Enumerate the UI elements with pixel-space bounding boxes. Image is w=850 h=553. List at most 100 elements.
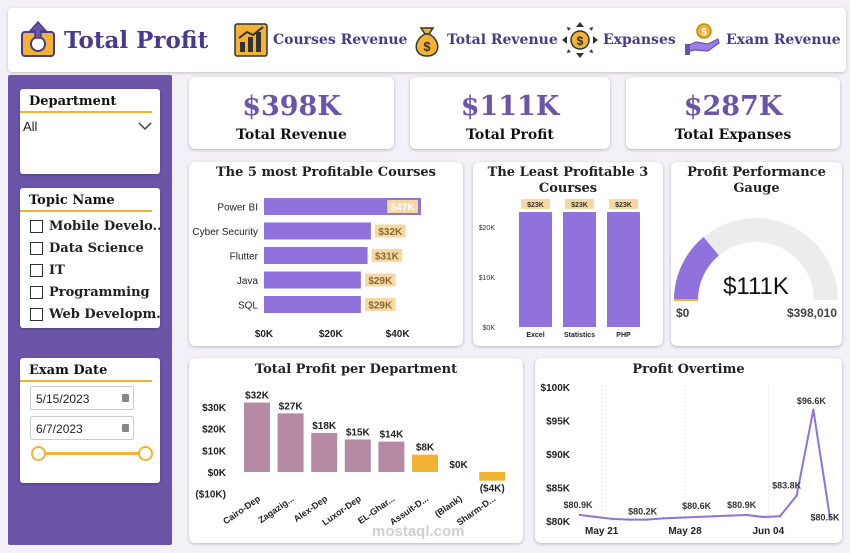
nav-exam-revenue[interactable]: $ Exam Revenue bbox=[684, 20, 841, 60]
y-tick-label: $95K bbox=[546, 417, 571, 428]
data-label: $29K bbox=[368, 276, 393, 287]
y-tick-label: $0K bbox=[483, 325, 496, 332]
y-tick-label: $85K bbox=[546, 484, 571, 495]
bar bbox=[277, 413, 304, 472]
data-label-bg bbox=[521, 199, 550, 209]
profit-gauge-card: Profit Performance Gauge $111K $0 $398,010 bbox=[671, 162, 842, 346]
chart-title: Total Profit per Department bbox=[254, 362, 458, 377]
dollar-upload-icon bbox=[21, 20, 55, 57]
y-tick-label: $10K bbox=[202, 446, 227, 457]
data-point bbox=[628, 518, 632, 521]
checkbox[interactable] bbox=[30, 219, 43, 233]
data-point bbox=[578, 513, 582, 517]
data-label: $80.6K bbox=[682, 501, 712, 511]
exam-date-slicer-title: Exam Date bbox=[20, 358, 152, 382]
bar bbox=[311, 432, 338, 472]
calendar-icon[interactable] bbox=[122, 424, 129, 432]
y-tick-label: $20K bbox=[479, 225, 496, 232]
start-date-value: 5/15/2023 bbox=[36, 392, 90, 406]
department-selected-value: All bbox=[23, 119, 38, 134]
nav-expanses[interactable]: $ Expanses bbox=[561, 20, 676, 60]
data-point bbox=[678, 516, 682, 519]
chart-title: Profit Overtime bbox=[632, 362, 745, 377]
category-label: Cairo-Dep bbox=[221, 493, 262, 526]
nav-expanses-label: Expanses bbox=[603, 32, 676, 48]
topic-option-label: Web Developm... bbox=[49, 306, 160, 322]
least-courses-chart: $0K $10K $20K $23K Excel $23K Statistics $23K PH… bbox=[479, 199, 640, 339]
y-tick-label: $0K bbox=[208, 468, 227, 479]
money-bag-icon: $ bbox=[415, 27, 439, 57]
data-label-bg bbox=[371, 249, 403, 262]
kpi-total-expanses: $287K Total Expanses bbox=[626, 77, 840, 149]
nav-total-revenue[interactable]: $ Total Revenue bbox=[411, 20, 558, 60]
kpi-value: $111K bbox=[460, 91, 560, 122]
kpi-value: $398K bbox=[242, 91, 341, 122]
header-bar: Total Profit Courses Revenue $ Total Rev… bbox=[8, 8, 846, 72]
nav-total-revenue-label: Total Revenue bbox=[447, 32, 558, 48]
data-point bbox=[728, 514, 732, 517]
data-point bbox=[695, 515, 698, 519]
topic-option-data-science[interactable]: Data Science bbox=[20, 237, 160, 259]
category-label: Zagazig... bbox=[256, 493, 295, 525]
chart-title: The Least Profitable 3 Courses bbox=[487, 165, 649, 196]
calendar-icon[interactable] bbox=[122, 394, 129, 402]
data-point bbox=[745, 513, 748, 517]
chart-title: Profit Performance Gauge bbox=[687, 165, 826, 196]
data-label: $23K bbox=[527, 202, 544, 209]
kpi-total-revenue: $398K Total Revenue bbox=[189, 77, 394, 149]
data-label: $18K bbox=[312, 421, 337, 432]
checkbox[interactable] bbox=[30, 307, 43, 321]
data-label: ($4K) bbox=[480, 484, 505, 495]
data-point bbox=[795, 494, 798, 497]
department-profit-chart: ($10K) $0K $10K $20K $30K $32K Cairo-Dep $27K Za… bbox=[195, 391, 506, 527]
svg-text:$: $ bbox=[423, 39, 431, 54]
date-slider-handle-start[interactable] bbox=[31, 446, 46, 461]
category-label: Power BI bbox=[217, 203, 258, 214]
profit-overtime-chart-card: Profit Overtime $80K $85K $90K $95K $100K May… bbox=[535, 358, 842, 543]
y-tick-label: $80K bbox=[546, 517, 571, 528]
topic-option-programming[interactable]: Programming bbox=[20, 281, 160, 303]
category-label: Excel bbox=[526, 332, 544, 339]
bar bbox=[264, 222, 371, 240]
hand-coins-icon: $ bbox=[685, 23, 720, 55]
end-date-input[interactable]: 6/7/2023 bbox=[30, 416, 134, 440]
data-point bbox=[762, 515, 765, 519]
topic-option-it[interactable]: IT bbox=[20, 259, 160, 281]
date-slider-handle-end[interactable] bbox=[138, 446, 153, 461]
app-title-block: Total Profit bbox=[18, 20, 208, 60]
data-label: $80.9K bbox=[563, 500, 593, 510]
x-tick-label: Jun 04 bbox=[752, 526, 784, 537]
checkbox[interactable] bbox=[30, 241, 43, 255]
data-point bbox=[812, 408, 815, 411]
bar bbox=[264, 198, 421, 215]
data-label: $14K bbox=[379, 430, 404, 441]
checkbox[interactable] bbox=[30, 285, 43, 299]
nav-courses-revenue-label: Courses Revenue bbox=[273, 32, 408, 48]
start-date-input[interactable]: 5/15/2023 bbox=[30, 386, 134, 410]
y-tick-label: $100K bbox=[541, 383, 571, 394]
data-label: $31K bbox=[375, 252, 400, 263]
top-courses-chart-card: The 5 most Profitable Courses Power BI $4… bbox=[189, 162, 463, 346]
data-point bbox=[778, 515, 782, 518]
y-tick-label: $10K bbox=[479, 275, 496, 282]
data-label-bg bbox=[364, 298, 396, 311]
x-tick-label: $20K bbox=[319, 329, 344, 340]
data-point bbox=[828, 516, 832, 519]
checkbox[interactable] bbox=[30, 263, 43, 277]
nav-exam-revenue-label: Exam Revenue bbox=[726, 32, 841, 48]
profit-overtime-chart: $80K $85K $90K $95K $100K May 21 May 28 Jun 04 $… bbox=[541, 383, 840, 537]
department-dropdown[interactable]: All bbox=[20, 116, 160, 138]
topic-option-web[interactable]: Web Developm... bbox=[20, 303, 160, 325]
data-label: $23K bbox=[571, 202, 588, 209]
department-slicer-title: Department bbox=[20, 89, 152, 113]
kpi-value: $287K bbox=[683, 91, 783, 122]
data-label: $47K bbox=[391, 203, 416, 214]
date-range-slider[interactable] bbox=[38, 452, 146, 455]
profit-gauge: $111K $0 $398,010 bbox=[674, 218, 838, 320]
nav-courses-revenue[interactable]: Courses Revenue bbox=[233, 20, 407, 60]
topic-option-mobile[interactable]: Mobile Develo... bbox=[20, 215, 160, 237]
data-label-bg bbox=[565, 199, 594, 209]
data-label: $32K bbox=[378, 227, 403, 238]
bar bbox=[264, 247, 368, 264]
data-label: $27K bbox=[279, 401, 304, 412]
